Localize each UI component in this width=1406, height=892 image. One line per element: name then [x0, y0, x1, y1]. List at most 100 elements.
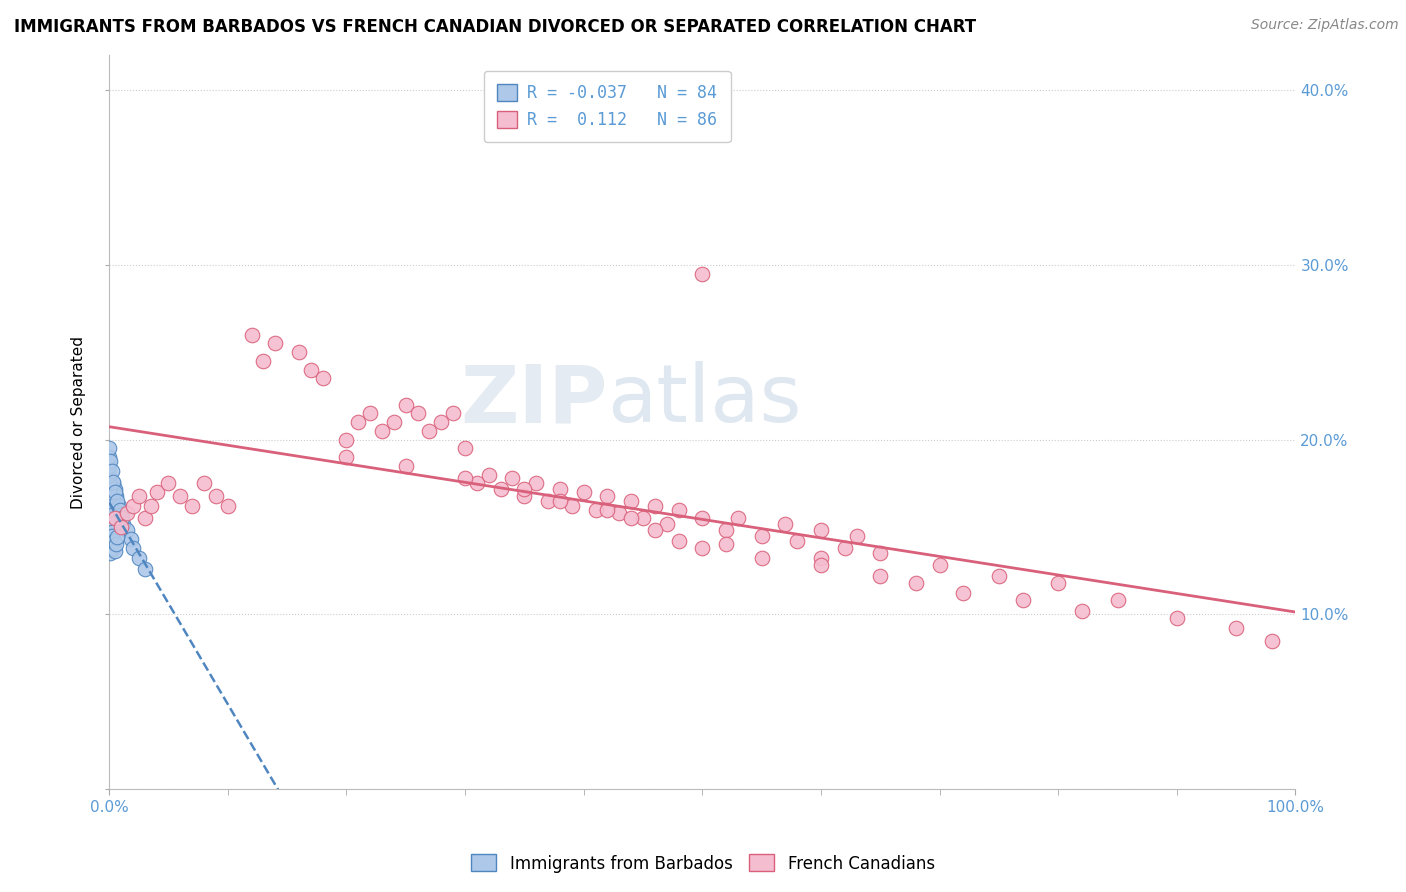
Point [596, 489, 619, 503]
Point [692, 541, 714, 555]
Point [430, 415, 453, 429]
Text: atlas: atlas [607, 361, 801, 439]
Point [122, 499, 145, 513]
Point [1261, 633, 1284, 648]
Point [98, 509, 121, 524]
Point [107, 499, 129, 513]
Point [98, 537, 121, 551]
Point [810, 558, 832, 573]
Point [98, 476, 121, 491]
Point [548, 493, 571, 508]
Point [751, 529, 773, 543]
Point [98, 520, 121, 534]
Point [441, 406, 464, 420]
Point [418, 424, 440, 438]
Point [111, 511, 134, 525]
Point [100, 506, 122, 520]
Legend: Immigrants from Barbados, French Canadians: Immigrants from Barbados, French Canadia… [464, 847, 942, 880]
Point [100, 529, 122, 543]
Point [312, 371, 335, 385]
Point [264, 336, 287, 351]
Point [139, 499, 162, 513]
Point [1047, 576, 1070, 591]
Point [122, 541, 145, 555]
Point [98, 502, 121, 516]
Point [98, 502, 121, 516]
Point [98, 480, 121, 494]
Point [98, 516, 121, 531]
Point [98, 489, 121, 503]
Point [98, 489, 121, 503]
Point [101, 506, 124, 520]
Point [454, 442, 477, 456]
Point [98, 476, 121, 491]
Point [98, 467, 121, 482]
Point [98, 511, 121, 525]
Point [104, 544, 127, 558]
Point [98, 458, 121, 473]
Point [217, 499, 239, 513]
Point [359, 406, 381, 420]
Point [288, 345, 311, 359]
Point [987, 569, 1010, 583]
Point [103, 497, 125, 511]
Point [786, 533, 808, 548]
Text: IMMIGRANTS FROM BARBADOS VS FRENCH CANADIAN DIVORCED OR SEPARATED CORRELATION CH: IMMIGRANTS FROM BARBADOS VS FRENCH CANAD… [14, 18, 976, 36]
Point [810, 524, 832, 538]
Point [101, 541, 124, 555]
Point [128, 551, 150, 566]
Point [596, 502, 619, 516]
Point [478, 467, 501, 482]
Point [101, 502, 124, 516]
Y-axis label: Divorced or Separated: Divorced or Separated [72, 335, 86, 508]
Point [107, 499, 129, 513]
Point [115, 506, 138, 520]
Point [98, 442, 121, 456]
Point [98, 511, 121, 525]
Point [98, 506, 121, 520]
Point [157, 476, 180, 491]
Point [904, 576, 927, 591]
Point [98, 485, 121, 500]
Point [108, 502, 131, 516]
Point [100, 516, 122, 531]
Point [98, 497, 121, 511]
Point [548, 482, 571, 496]
Text: ZIP: ZIP [460, 361, 607, 439]
Point [810, 551, 832, 566]
Point [104, 511, 127, 525]
Point [869, 569, 891, 583]
Point [489, 482, 512, 496]
Point [105, 489, 128, 503]
Point [240, 327, 263, 342]
Point [134, 511, 156, 525]
Point [100, 499, 122, 513]
Point [128, 489, 150, 503]
Point [98, 493, 121, 508]
Point [347, 415, 370, 429]
Point [668, 533, 690, 548]
Point [104, 506, 127, 520]
Point [98, 482, 121, 496]
Point [103, 502, 125, 516]
Point [107, 493, 129, 508]
Point [714, 524, 737, 538]
Point [98, 529, 121, 543]
Point [607, 506, 630, 520]
Point [869, 546, 891, 560]
Point [299, 362, 322, 376]
Point [112, 516, 135, 531]
Point [100, 508, 122, 522]
Point [98, 497, 121, 511]
Point [107, 531, 129, 545]
Point [103, 511, 125, 525]
Point [101, 476, 124, 491]
Point [454, 471, 477, 485]
Text: Source: ZipAtlas.com: Source: ZipAtlas.com [1251, 18, 1399, 32]
Point [524, 476, 547, 491]
Point [101, 475, 124, 489]
Point [205, 489, 228, 503]
Point [100, 482, 122, 496]
Point [98, 497, 121, 511]
Point [105, 502, 128, 516]
